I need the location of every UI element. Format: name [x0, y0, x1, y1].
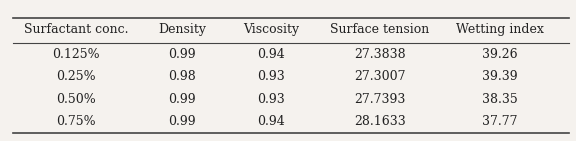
Text: 28.1633: 28.1633: [354, 115, 406, 128]
Text: 0.50%: 0.50%: [56, 92, 96, 105]
Text: 0.93: 0.93: [257, 92, 285, 105]
Text: 0.25%: 0.25%: [56, 70, 96, 83]
Text: 38.35: 38.35: [482, 92, 518, 105]
Text: 0.98: 0.98: [168, 70, 196, 83]
Text: 27.3007: 27.3007: [354, 70, 406, 83]
Text: Wetting index: Wetting index: [456, 23, 544, 36]
Text: 37.77: 37.77: [482, 115, 518, 128]
Text: 0.94: 0.94: [257, 48, 285, 61]
Text: 0.94: 0.94: [257, 115, 285, 128]
Text: 39.39: 39.39: [482, 70, 518, 83]
Text: 0.99: 0.99: [168, 115, 196, 128]
Text: Surfactant conc.: Surfactant conc.: [24, 23, 128, 36]
Text: 0.125%: 0.125%: [52, 48, 100, 61]
Text: 0.99: 0.99: [168, 92, 196, 105]
Text: 39.26: 39.26: [482, 48, 518, 61]
Text: 0.93: 0.93: [257, 70, 285, 83]
Text: 27.3838: 27.3838: [354, 48, 406, 61]
Text: 0.99: 0.99: [168, 48, 196, 61]
Text: Density: Density: [158, 23, 206, 36]
Text: Viscosity: Viscosity: [242, 23, 299, 36]
Text: 0.75%: 0.75%: [56, 115, 96, 128]
Text: 27.7393: 27.7393: [354, 92, 406, 105]
Text: Surface tension: Surface tension: [330, 23, 429, 36]
